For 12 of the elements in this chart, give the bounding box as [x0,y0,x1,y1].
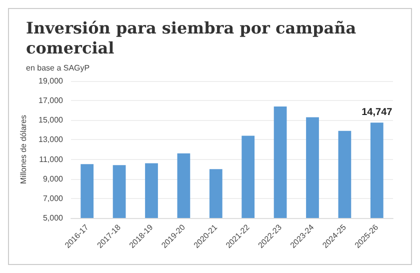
chart-title: Inversión para siembra por campaña comercial [26,18,356,58]
y-tick-label: 5,000 [42,214,64,222]
y-tick-label: 15,000 [38,116,64,125]
y-tick-label: 9,000 [42,174,64,184]
y-tick-label: 7,000 [42,194,64,203]
chart-subtitle: en base a SAGyP [26,64,90,72]
y-tick-label: 11,000 [39,154,64,164]
y-tick-label: 13,000 [38,135,64,144]
y-axis-title: Millones de dólares [19,115,28,184]
y-tick-label: 19,000 [38,76,64,86]
y-tick-label: 17,000 [38,96,64,106]
data-label: 14,747 [362,107,393,118]
